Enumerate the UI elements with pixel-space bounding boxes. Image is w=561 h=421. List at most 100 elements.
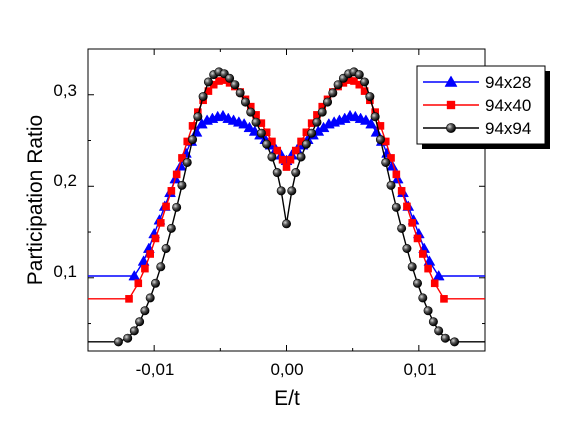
data-point-94x94 — [301, 139, 311, 149]
data-point-94x40 — [291, 146, 300, 155]
data-point-94x40 — [134, 279, 143, 288]
data-point-94x94 — [123, 333, 133, 343]
data-point-94x40 — [419, 250, 427, 258]
data-point-94x94 — [145, 293, 155, 303]
data-point-94x40 — [430, 279, 439, 288]
data-point-94x40 — [252, 111, 260, 119]
data-point-94x40 — [183, 137, 192, 146]
data-point-94x94 — [235, 88, 245, 98]
data-point-94x94 — [428, 317, 438, 327]
data-point-94x94 — [307, 128, 317, 138]
data-point-94x40 — [355, 80, 364, 89]
data-point-94x40 — [151, 234, 160, 243]
data-point-94x28 — [432, 269, 445, 281]
data-point-94x94 — [188, 135, 198, 145]
data-point-94x40 — [278, 155, 287, 164]
data-point-94x94 — [150, 278, 160, 288]
legend-marker-94x40 — [446, 100, 456, 110]
y-axis-title: Participation Ratio — [24, 115, 47, 285]
data-point-94x94 — [354, 70, 364, 80]
data-point-94x94 — [397, 223, 407, 233]
data-point-94x40 — [262, 128, 271, 137]
legend: 94x28 94x40 94x94 — [416, 65, 550, 149]
data-point-94x94 — [198, 92, 208, 102]
data-point-94x94 — [333, 80, 343, 90]
data-point-94x40 — [387, 154, 395, 162]
data-point-94x94 — [323, 97, 333, 107]
data-point-94x40 — [125, 295, 133, 303]
data-point-94x40 — [302, 128, 311, 137]
data-point-94x94 — [135, 317, 145, 327]
x-tick-label-neg: -0,01 — [136, 360, 175, 379]
data-point-94x94 — [129, 326, 139, 336]
data-point-94x40 — [188, 122, 197, 130]
data-point-94x94 — [423, 306, 433, 316]
data-point-94x94 — [370, 112, 380, 122]
data-point-94x94 — [434, 326, 444, 336]
y-tick-label-0-2: 0,2 — [53, 171, 77, 190]
data-point-94x94 — [407, 262, 417, 272]
data-point-94x94 — [281, 219, 291, 229]
data-point-94x94 — [450, 337, 460, 347]
data-point-94x94 — [193, 112, 203, 122]
data-point-94x94 — [317, 107, 327, 117]
data-point-94x40 — [162, 202, 170, 211]
data-point-94x40 — [313, 111, 321, 119]
data-point-94x28 — [359, 114, 372, 125]
data-point-94x40 — [360, 87, 369, 95]
x-tick-label-pos: 0,01 — [403, 360, 436, 379]
data-point-94x94 — [418, 293, 428, 303]
data-point-94x94 — [172, 202, 182, 212]
data-point-94x40 — [339, 79, 348, 87]
data-point-94x94 — [440, 333, 450, 343]
data-point-94x94 — [267, 152, 277, 162]
data-point-94x94 — [291, 168, 301, 178]
data-point-94x94 — [177, 180, 187, 190]
data-point-94x40 — [225, 79, 234, 87]
data-point-94x40 — [440, 295, 448, 303]
data-point-94x94 — [386, 180, 396, 190]
data-point-94x40 — [194, 108, 202, 116]
series-layer — [88, 67, 485, 347]
data-point-94x94 — [161, 244, 171, 254]
data-point-94x40 — [273, 146, 282, 155]
data-point-94x94 — [251, 117, 261, 127]
data-point-94x40 — [204, 87, 213, 95]
y-tick-label-0-3: 0,3 — [53, 81, 77, 100]
data-point-94x40 — [282, 163, 291, 171]
data-point-94x94 — [402, 244, 412, 254]
data-point-94x94 — [230, 80, 240, 90]
x-tick-labels: -0,01 0,00 0,01 — [136, 360, 437, 379]
data-point-94x28 — [243, 121, 256, 133]
data-point-94x40 — [371, 108, 379, 116]
data-point-94x94 — [246, 107, 256, 117]
data-point-94x40 — [141, 264, 149, 273]
legend-label-94x28: 94x28 — [485, 73, 531, 92]
data-point-94x94 — [312, 117, 322, 127]
data-point-94x40 — [307, 119, 316, 127]
y-tick-labels: 0,1 0,2 0,3 — [53, 81, 77, 281]
legend-label-94x94: 94x94 — [485, 119, 531, 138]
x-axis-title: E/t — [274, 387, 300, 410]
legend-marker-94x28 — [444, 75, 458, 87]
data-point-94x94 — [360, 77, 370, 87]
data-point-94x40 — [350, 77, 358, 85]
y-tick-label-0-1: 0,1 — [53, 262, 77, 281]
data-point-94x40 — [376, 122, 385, 130]
data-point-94x40 — [286, 155, 295, 164]
data-point-94x40 — [209, 80, 218, 89]
data-point-94x94 — [156, 262, 166, 272]
data-point-94x40 — [257, 119, 266, 127]
data-point-94x40 — [381, 137, 390, 146]
data-point-94x40 — [344, 76, 353, 84]
data-point-94x40 — [297, 137, 305, 146]
data-point-94x40 — [408, 219, 417, 227]
x-tick-label-zero: 0,00 — [270, 360, 303, 379]
data-point-94x40 — [215, 77, 223, 85]
data-point-94x40 — [268, 137, 276, 146]
data-point-94x94 — [140, 306, 150, 316]
data-point-94x40 — [403, 202, 411, 211]
data-point-94x94 — [182, 157, 192, 167]
data-point-94x28 — [128, 269, 141, 281]
